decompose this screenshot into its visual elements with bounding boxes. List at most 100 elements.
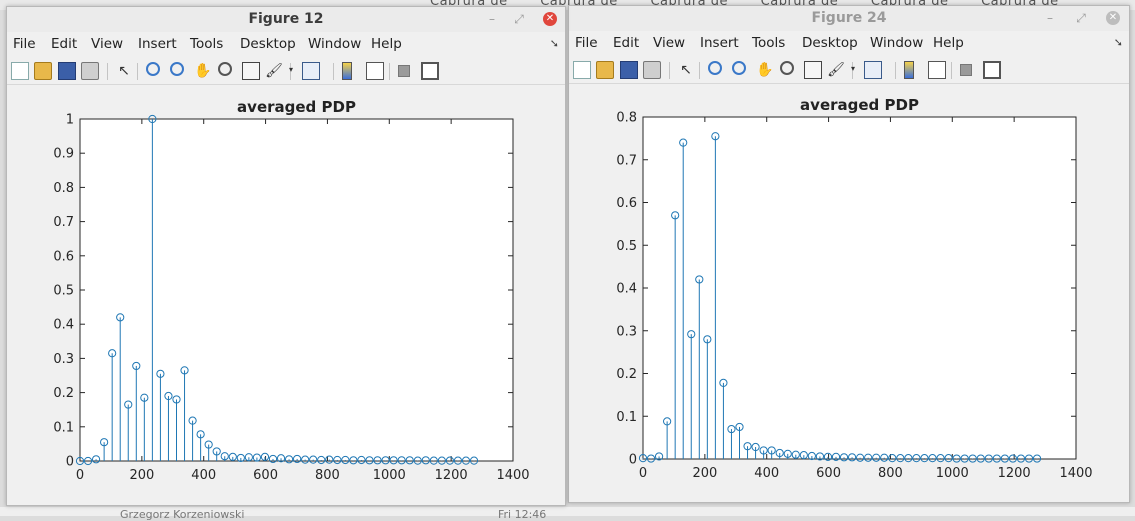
figure-window-24[interactable]: Figure 24 – ⤢ ✕ File Edit View Insert Tools D…: [568, 5, 1130, 503]
stem-plot[interactable]: averaged PDP 0 200 400 600 800 1000 1200 1400 0 0.…: [7, 87, 565, 505]
stem-marker: [1000, 454, 1009, 463]
minimize-icon[interactable]: –: [1047, 11, 1053, 25]
stem-marker: [807, 451, 816, 461]
menu-tools[interactable]: Tools: [190, 36, 224, 52]
print-icon[interactable]: [81, 62, 99, 80]
legend-icon[interactable]: [928, 61, 946, 79]
brush-icon[interactable]: 🖌: [827, 62, 845, 78]
colorbar-icon[interactable]: [342, 62, 352, 80]
stem-marker: [140, 393, 149, 402]
stem-marker: [896, 454, 905, 463]
x-tick-label: 600: [816, 466, 841, 481]
menu-desktop[interactable]: Desktop: [240, 36, 296, 52]
y-tick-label: 0.8: [616, 111, 637, 126]
hide-plot-tools-icon[interactable]: [398, 65, 410, 77]
data-cursor-icon[interactable]: [242, 62, 260, 80]
figure-window-12[interactable]: Figure 12 – ⤢ ✕ File Edit View Insert Tools D…: [6, 6, 566, 506]
brush-dropdown-icon[interactable]: ▾: [851, 64, 856, 73]
menu-help[interactable]: Help: [933, 35, 964, 51]
toolbar-separator: [852, 62, 853, 79]
pan-hand-icon[interactable]: ✋: [756, 62, 774, 78]
save-icon[interactable]: [620, 61, 638, 79]
stem-marker: [276, 454, 286, 463]
stem-marker: [333, 455, 342, 465]
y-tick-label: 0.6: [616, 196, 637, 211]
select-arrow-icon[interactable]: ↖: [118, 63, 130, 79]
stem-marker: [703, 335, 712, 344]
stem-marker: [872, 453, 881, 462]
x-tick-label: 1200: [998, 466, 1031, 481]
minimize-icon[interactable]: –: [489, 12, 495, 26]
window-titlebar[interactable]: Figure 12 – ⤢ ✕: [7, 7, 565, 32]
brush-dropdown-icon[interactable]: ▾: [289, 65, 294, 74]
maximize-icon[interactable]: ⤢: [1076, 11, 1086, 25]
menu-view[interactable]: View: [653, 35, 686, 51]
background-tab: Cabrura de: [650, 0, 728, 9]
menu-window[interactable]: Window: [308, 36, 362, 52]
zoom-out-icon[interactable]: [732, 61, 746, 75]
menu-file[interactable]: File: [575, 35, 598, 51]
menu-insert[interactable]: Insert: [700, 35, 739, 51]
background-tab: Cabrura de: [540, 0, 618, 9]
x-tick-label: 200: [129, 468, 154, 483]
menu-edit[interactable]: Edit: [613, 35, 640, 51]
background-footer: Grzegorz Korzeniowski Fri 12:46: [0, 507, 1135, 521]
brush-icon[interactable]: 🖌: [265, 63, 283, 79]
save-icon[interactable]: [58, 62, 76, 80]
stem-plot[interactable]: averaged PDP 0 200 400 600 800 1000 1200 1400 0 0.…: [569, 86, 1129, 502]
menu-window[interactable]: Window: [870, 35, 924, 51]
stem-marker: [116, 313, 125, 322]
y-tick-label: 0.6: [53, 249, 74, 264]
stem-marker: [220, 452, 229, 461]
toolbar-separator: [951, 62, 952, 79]
menu-edit[interactable]: Edit: [51, 36, 78, 52]
new-figure-icon[interactable]: [573, 61, 591, 79]
footer-time: Fri 12:46: [498, 508, 547, 521]
plot-axes[interactable]: [642, 116, 1077, 460]
background-tab: Cabrura de: [761, 0, 839, 9]
dock-arrow-icon[interactable]: ➘: [549, 37, 559, 50]
open-file-icon[interactable]: [596, 61, 614, 79]
toolbar-separator: [137, 63, 138, 80]
stem-marker: [357, 455, 366, 465]
y-tick-label: 0.7: [616, 153, 637, 168]
legend-icon[interactable]: [366, 62, 384, 80]
x-tick-label: 400: [191, 468, 216, 483]
hide-plot-tools-icon[interactable]: [960, 64, 972, 76]
rotate-3d-icon[interactable]: [780, 61, 794, 75]
stem-marker: [799, 451, 808, 460]
link-plot-icon[interactable]: [302, 62, 320, 80]
open-file-icon[interactable]: [34, 62, 52, 80]
close-icon[interactable]: ✕: [543, 12, 557, 26]
zoom-in-icon[interactable]: [146, 62, 160, 76]
select-arrow-icon[interactable]: ↖: [680, 62, 692, 78]
data-cursor-icon[interactable]: [804, 61, 822, 79]
menu-file[interactable]: File: [13, 36, 36, 52]
window-title: Figure 24: [811, 10, 887, 26]
menu-help[interactable]: Help: [371, 36, 402, 52]
maximize-icon[interactable]: ⤢: [514, 12, 524, 26]
menu-desktop[interactable]: Desktop: [802, 35, 858, 51]
stem-marker: [1032, 454, 1042, 463]
stem-marker: [91, 455, 101, 464]
close-icon[interactable]: ✕: [1106, 11, 1120, 25]
new-figure-icon[interactable]: [11, 62, 29, 80]
zoom-out-icon[interactable]: [170, 62, 184, 76]
colorbar-icon[interactable]: [904, 61, 914, 79]
show-plot-tools-icon[interactable]: [421, 62, 439, 80]
stem-marker: [124, 400, 133, 409]
menu-view[interactable]: View: [91, 36, 124, 52]
toolbar-separator: [699, 62, 700, 79]
print-icon[interactable]: [643, 61, 661, 79]
plot-axes[interactable]: [79, 118, 514, 462]
dock-arrow-icon[interactable]: ➘: [1113, 36, 1123, 49]
zoom-in-icon[interactable]: [708, 61, 722, 75]
window-titlebar[interactable]: Figure 24 – ⤢ ✕: [569, 6, 1129, 31]
show-plot-tools-icon[interactable]: [983, 61, 1001, 79]
menu-tools[interactable]: Tools: [752, 35, 786, 51]
pan-hand-icon[interactable]: ✋: [194, 63, 212, 79]
rotate-3d-icon[interactable]: [218, 62, 232, 76]
menu-insert[interactable]: Insert: [138, 36, 177, 52]
stem-marker: [920, 454, 929, 463]
link-plot-icon[interactable]: [864, 61, 882, 79]
